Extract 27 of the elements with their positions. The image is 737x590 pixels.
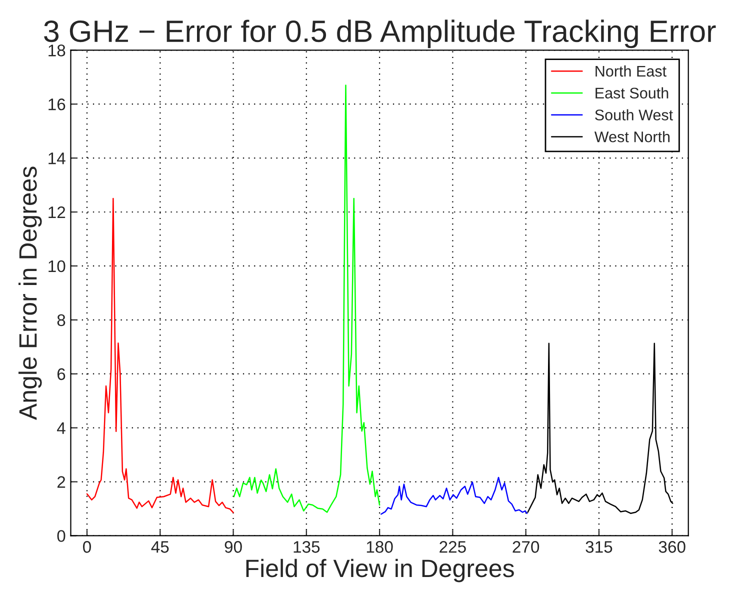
- line-series: [380, 476, 528, 515]
- x-tick-label: 315: [586, 541, 612, 553]
- line-series: [233, 84, 380, 513]
- y-tick-label: 14: [48, 152, 66, 164]
- legend-label: South West: [595, 109, 673, 120]
- y-tick-label: 10: [48, 260, 66, 272]
- x-axis-title: Field of View in Degrees: [246, 558, 514, 582]
- y-tick-label: 0: [57, 530, 66, 542]
- x-tick-label: 225: [440, 541, 466, 553]
- y-tick-label: 6: [57, 368, 66, 380]
- line-series: [86, 198, 234, 514]
- x-tick-label: 360: [658, 541, 686, 553]
- y-tick-label: 16: [48, 98, 66, 110]
- x-tick-label: 270: [512, 541, 540, 553]
- x-tick-label: 180: [366, 541, 393, 553]
- x-tick-label: 45: [151, 541, 169, 553]
- y-tick-label: 8: [57, 314, 66, 326]
- y-tick-label: 12: [48, 206, 66, 218]
- y-tick-label: 2: [57, 476, 66, 488]
- y-axis-title: Angle Error in Degrees: [18, 166, 42, 420]
- x-tick-label: 135: [294, 541, 320, 553]
- legend-label: West North: [594, 131, 670, 142]
- x-tick-label: 90: [224, 541, 242, 553]
- legend-label: East South: [596, 87, 668, 99]
- x-tick-label: 0: [83, 541, 91, 553]
- y-tick-label: 4: [57, 422, 66, 434]
- legend-label: North East: [596, 65, 666, 77]
